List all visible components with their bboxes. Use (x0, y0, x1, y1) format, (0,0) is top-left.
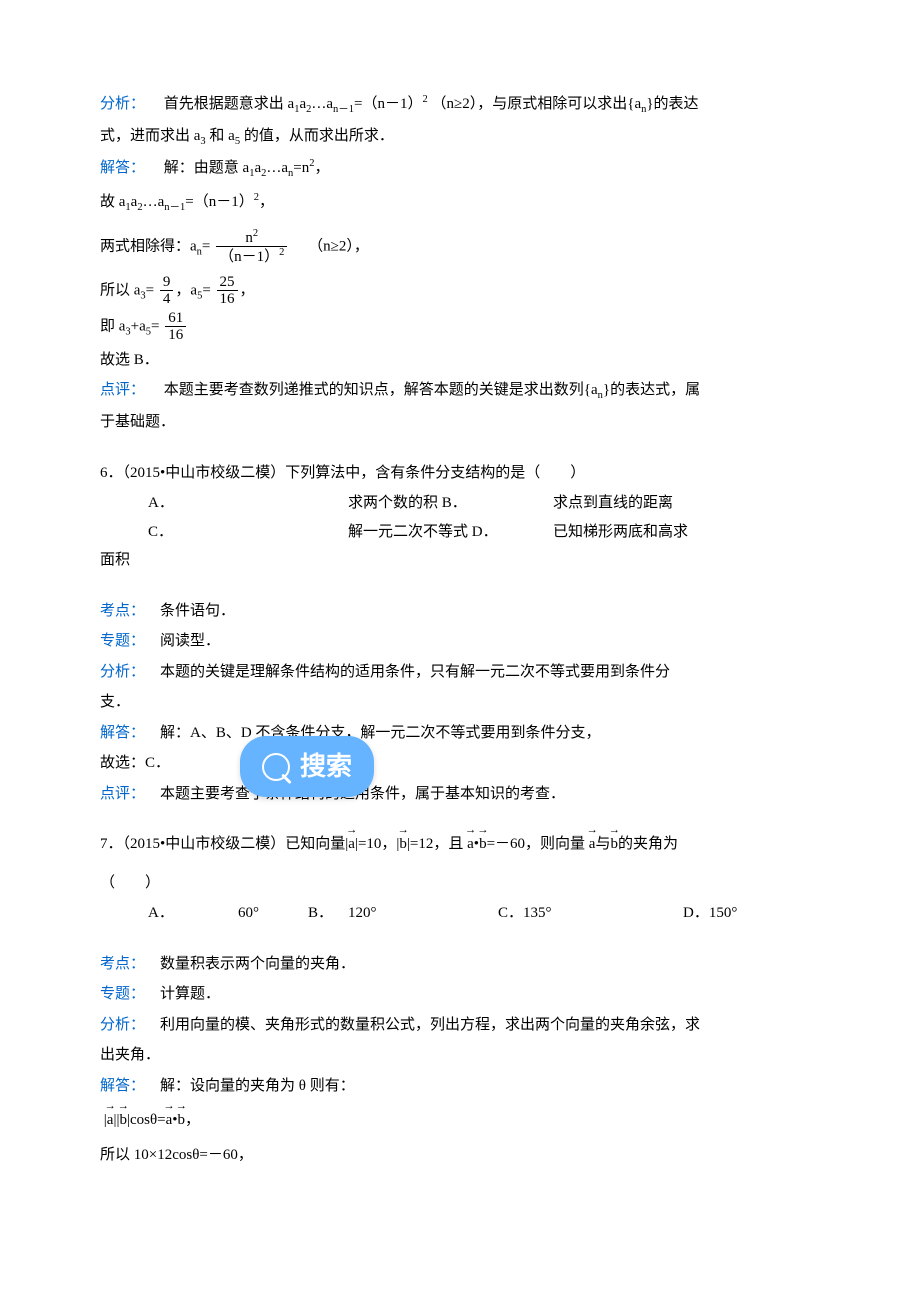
answer-label: 解答： (100, 160, 145, 176)
text: 故 a (100, 194, 125, 210)
subject-label: 专题： (100, 986, 145, 1002)
choice-b-text: 求点到直线的距离 (553, 489, 673, 518)
subject-label: 专题： (100, 633, 145, 649)
choice-b-text: 120° (348, 905, 377, 921)
choice-d-cont: 面积 (100, 546, 820, 575)
q6-choices-row2: C． 解一元二次不等式 D． 已知梯形两底和高求 (148, 518, 820, 547)
choice-c-label: C． (148, 518, 348, 547)
text: 利用向量的模、夹角形式的数量积公式，列出方程，求出两个向量的夹角余弦，求 (160, 1017, 700, 1033)
choice-d-label: D． (472, 524, 498, 540)
conclusion: 故选 B． (100, 346, 820, 375)
text: }的表达 (646, 96, 698, 112)
choice-c-text: 135° (523, 905, 552, 921)
topic-label: 考点： (100, 956, 145, 972)
text: 解：设向量的夹角为 θ 则有： (160, 1078, 355, 1094)
q7-paren: （ ） (100, 869, 820, 898)
q7-choices: A． 60° B． 120° C．135° D．150° (100, 899, 820, 928)
text: （n≥2），与原式相除可以求出{a (432, 96, 642, 112)
text: 支． (100, 688, 820, 717)
vector-a: a (348, 830, 355, 859)
text: 的值，从而求出所求． (240, 128, 394, 144)
text: 解：A、B、D 不含条件分支，解一元二次不等式要用到条件分支， (160, 725, 600, 741)
search-icon (262, 753, 290, 781)
search-bubble[interactable]: 搜索 (240, 736, 374, 797)
review-label: 点评： (100, 786, 145, 802)
text: }的表达式，属 (603, 382, 700, 398)
text: 两式相除得：a (100, 238, 197, 254)
choice-b-label: B． (308, 899, 348, 928)
choice-a-text: 60° (238, 905, 259, 921)
fraction-a5: 2516 (217, 274, 238, 308)
fraction: n2 （n－1）2 (216, 228, 287, 266)
text: 于基础题． (100, 408, 820, 437)
text: 出夹角． (100, 1041, 820, 1070)
text: 所以 a (100, 282, 140, 298)
text: 首先根据题意求出 a (164, 96, 294, 112)
topic-label: 考点： (100, 603, 145, 619)
text: 本题主要考查数列递推式的知识点，解答本题的关键是求出数列{a (164, 382, 598, 398)
sup: 2 (423, 94, 428, 105)
analysis-label: 分析： (100, 96, 145, 112)
q6-choices-row1: A． 求两个数的积 B． 求点到直线的距离 (148, 489, 820, 518)
text: （n≥2）， (308, 238, 369, 254)
choice-c-label: C． (498, 905, 523, 921)
analysis-label: 分析： (100, 1017, 145, 1033)
text: 和 a (206, 128, 235, 144)
text: ， (315, 160, 330, 176)
choice-a-text: 求两个数的积 (348, 495, 438, 511)
text: 即 a (100, 318, 125, 334)
text: 解：由题意 a (164, 160, 249, 176)
text: 本题的关键是理解条件结构的适用条件，只有解一元二次不等式要用到条件分 (160, 664, 670, 680)
topic-text: 数量积表示两个向量的夹角． (160, 956, 355, 972)
text: ，a (175, 282, 197, 298)
analysis-label: 分析： (100, 664, 145, 680)
text: （n－1） (363, 96, 423, 112)
choice-c-text: 解一元二次不等式 (348, 524, 468, 540)
choice-b-label: B． (442, 495, 467, 511)
subject-text: 计算题． (160, 986, 220, 1002)
text: 式，进而求出 a (100, 128, 200, 144)
sub: 1 (294, 104, 299, 115)
topic-text: 条件语句． (160, 603, 235, 619)
search-text: 搜索 (300, 742, 352, 791)
choice-d-label: D． (683, 905, 709, 921)
choice-a-label: A． (148, 489, 348, 518)
answer-label: 解答： (100, 1078, 145, 1094)
choice-d-text: 150° (709, 905, 738, 921)
text: （n－1） (194, 194, 254, 210)
text: 所以 10×12cosθ=－60， (100, 1141, 820, 1170)
answer-label: 解答： (100, 725, 145, 741)
text: 故选：C． (100, 755, 170, 771)
choice-a-label: A． (148, 899, 238, 928)
choice-d-text: 已知梯形两底和高求 (553, 518, 688, 547)
q7-title: 7．（2015•中山市校级二模）已知向量|a|=10，|b|=12，且 a•b=… (100, 830, 820, 859)
vector-formula: |a||b|cosθ=a•b， (100, 1106, 820, 1135)
vector-b: b (399, 830, 407, 859)
fraction-a3: 94 (160, 274, 174, 308)
q6-title: 6．（2015•中山市校级二模）下列算法中，含有条件分支结构的是（ ） (100, 459, 820, 488)
subject-text: 阅读型． (160, 633, 220, 649)
fraction-sum: 6116 (165, 310, 186, 344)
review-label: 点评： (100, 382, 145, 398)
